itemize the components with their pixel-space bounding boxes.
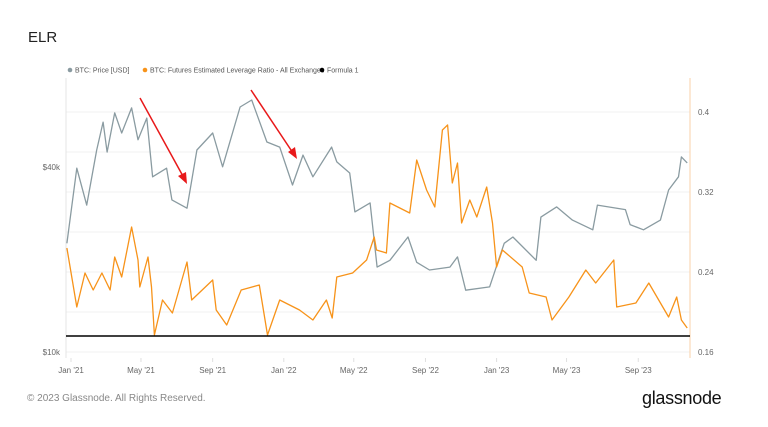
red-arrow-1 xyxy=(139,97,185,179)
x-tick-label: Jan '22 xyxy=(271,366,297,375)
legend: BTC: Price [USD] BTC: Futures Estimated L… xyxy=(67,67,359,75)
legend-label: BTC: Price [USD] xyxy=(75,68,130,75)
legend-dot xyxy=(142,67,148,73)
series-btc-price-line xyxy=(66,99,688,291)
grid xyxy=(66,111,690,353)
series-leverage-ratio-line xyxy=(66,124,688,336)
copyright: © 2023 Glassnode. All Rights Reserved. xyxy=(27,393,206,404)
y-right-tick-label: 0.24 xyxy=(698,268,714,277)
y-left-tick-label: $40k xyxy=(43,163,61,172)
x-tick-label: Jan '21 xyxy=(58,366,84,375)
x-tick-label: Sep '22 xyxy=(412,366,439,375)
series xyxy=(66,99,690,337)
red-arrow-2-head xyxy=(288,147,297,159)
y-right-tick-label: 0.16 xyxy=(698,348,714,357)
x-tick-label: May '22 xyxy=(340,366,368,375)
y-left-tick-label: $10k xyxy=(43,348,61,357)
legend-dot xyxy=(319,67,325,73)
red-arrow-2 xyxy=(250,89,294,154)
ticks: Jan '21 May '21 Sep '21 Jan '22 May '22 Sep '… xyxy=(43,108,714,375)
x-tick-label: Sep '23 xyxy=(625,366,652,375)
page-title: ELR xyxy=(28,29,58,46)
y-right-tick-label: 0.4 xyxy=(698,108,710,117)
legend-dot xyxy=(67,67,73,73)
legend-label: BTC: Futures Estimated Leverage Ratio - … xyxy=(150,68,325,75)
red-arrow-1-head xyxy=(178,172,187,184)
glassnode-logo: glassnode xyxy=(642,388,722,408)
x-tick-label: May '23 xyxy=(553,366,581,375)
y-right-tick-label: 0.32 xyxy=(698,188,714,197)
legend-label: Formula 1 xyxy=(327,68,359,75)
annotation-arrows xyxy=(139,89,297,184)
x-tick-label: May '21 xyxy=(127,366,155,375)
x-tick-label: Sep '21 xyxy=(199,366,226,375)
x-tick-label: Jan '23 xyxy=(484,366,510,375)
